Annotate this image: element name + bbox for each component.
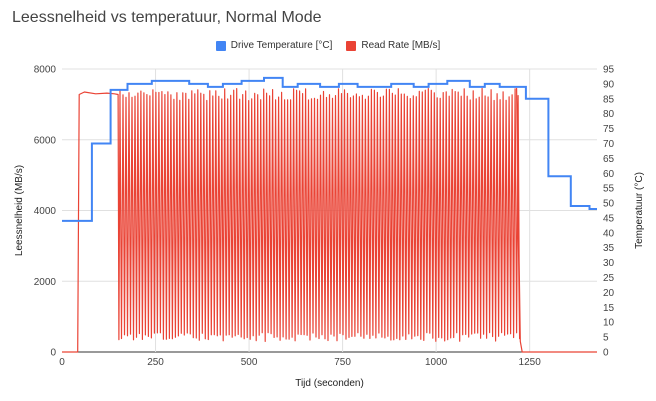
chart-title: Leessnelheid vs temperatuur, Normal Mode (12, 9, 322, 26)
y-right-tick-label: 20 (603, 288, 615, 299)
x-axis-label: Tijd (seconden) (295, 378, 364, 389)
series-drive-temperature (62, 76, 597, 222)
y-right-tick-label: 15 (603, 303, 615, 314)
y-right-tick-label: 95 (603, 65, 615, 76)
x-axis-ticks: 0 250 500 750 1000 1250 (59, 357, 541, 368)
y-left-tick-label: 4000 (34, 206, 57, 217)
legend-swatch-temperature (215, 40, 226, 51)
y-right-tick-label: 5 (603, 333, 609, 344)
y-left-tick-label: 2000 (34, 277, 57, 288)
x-tick-label: 250 (147, 357, 164, 368)
y-left-axis-label: Leessnelheid (MB/s) (14, 165, 25, 256)
y-right-tick-label: 40 (603, 228, 615, 239)
legend: Drive Temperature [°C] Read Rate [MB/s] (0, 40, 656, 51)
y-left-axis-ticks: 0 2000 4000 6000 8000 (34, 65, 57, 359)
legend-swatch-read-rate (346, 40, 357, 51)
y-right-tick-label: 45 (603, 213, 615, 224)
y-right-tick-label: 75 (603, 124, 615, 135)
y-right-tick-label: 25 (603, 273, 615, 284)
legend-label-temperature: Drive Temperature [°C] (230, 40, 333, 51)
y-right-tick-label: 60 (603, 169, 615, 180)
y-right-axis-ticks: 0 5 10 15 20 25 30 35 40 45 50 55 60 65 70 75 80 85 90 95 (603, 65, 615, 359)
y-left-tick-label: 8000 (34, 65, 57, 76)
y-right-tick-label: 10 (603, 318, 615, 329)
legend-item-read-rate[interactable]: Read Rate [MB/s] (346, 40, 440, 51)
y-right-tick-label: 0 (603, 348, 609, 359)
y-right-tick-label: 80 (603, 109, 615, 120)
y-right-tick-label: 65 (603, 154, 615, 165)
y-right-tick-label: 85 (603, 94, 615, 105)
y-right-tick-label: 90 (603, 79, 615, 90)
series-lines (62, 76, 597, 353)
x-tick-label: 750 (334, 357, 351, 368)
legend-item-temperature[interactable]: Drive Temperature [°C] (215, 40, 333, 51)
x-tick-label: 500 (241, 357, 258, 368)
series-read-rate (62, 87, 597, 353)
y-right-tick-label: 50 (603, 199, 615, 210)
y-left-tick-label: 6000 (34, 135, 57, 146)
x-tick-label: 0 (59, 357, 65, 368)
y-right-tick-label: 30 (603, 258, 615, 269)
legend-label-read-rate: Read Rate [MB/s] (361, 40, 441, 51)
x-tick-label: 1000 (425, 357, 448, 368)
y-left-tick-label: 0 (50, 348, 56, 359)
y-right-tick-label: 35 (603, 243, 615, 254)
y-right-axis-label: Temperatuur (°C) (634, 172, 645, 249)
y-right-tick-label: 70 (603, 139, 615, 150)
y-right-tick-label: 55 (603, 184, 615, 195)
x-tick-label: 1250 (519, 357, 542, 368)
